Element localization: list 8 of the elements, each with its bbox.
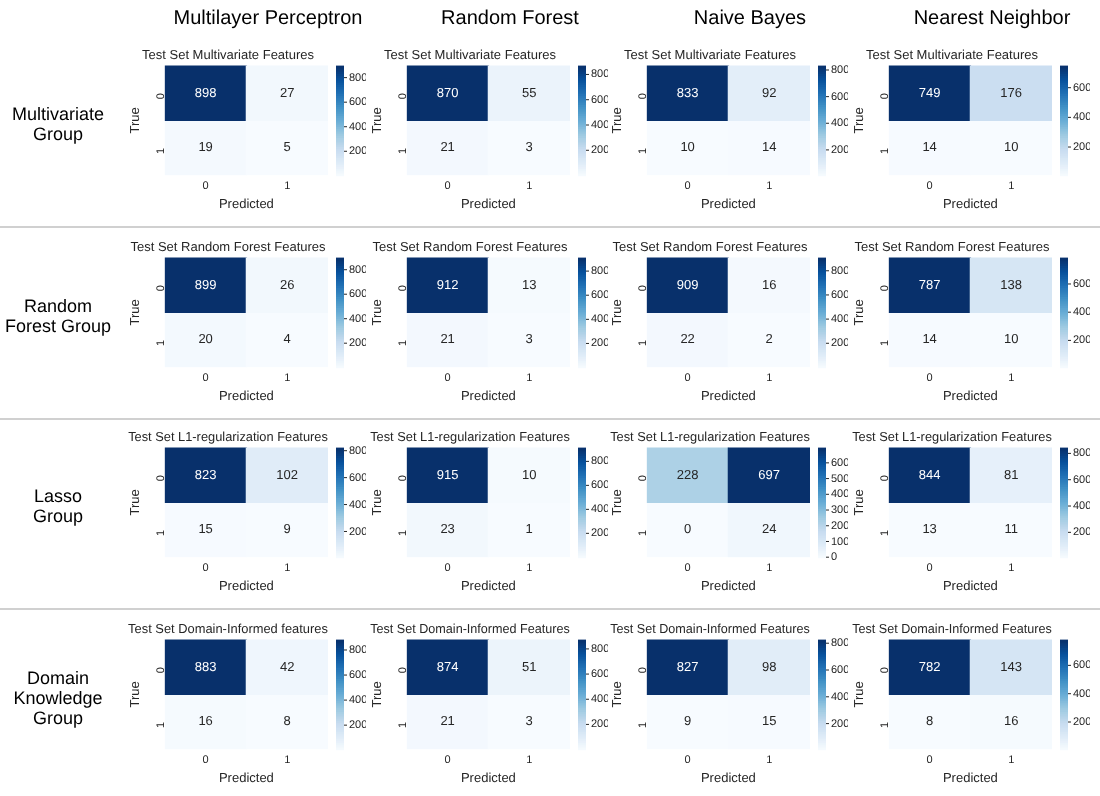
text: Multivariate Group: [9, 104, 106, 144]
text: Random Forest Group: [2, 296, 114, 336]
text: Multilayer Perceptron: [171, 8, 365, 30]
text: Random Forest: [439, 8, 581, 30]
text: Naive Bayes: [691, 8, 809, 30]
text: Nearest Neighbor: [911, 8, 1073, 30]
text: Domain Knowledge Group: [11, 668, 105, 728]
text: Lasso Group: [30, 486, 85, 526]
